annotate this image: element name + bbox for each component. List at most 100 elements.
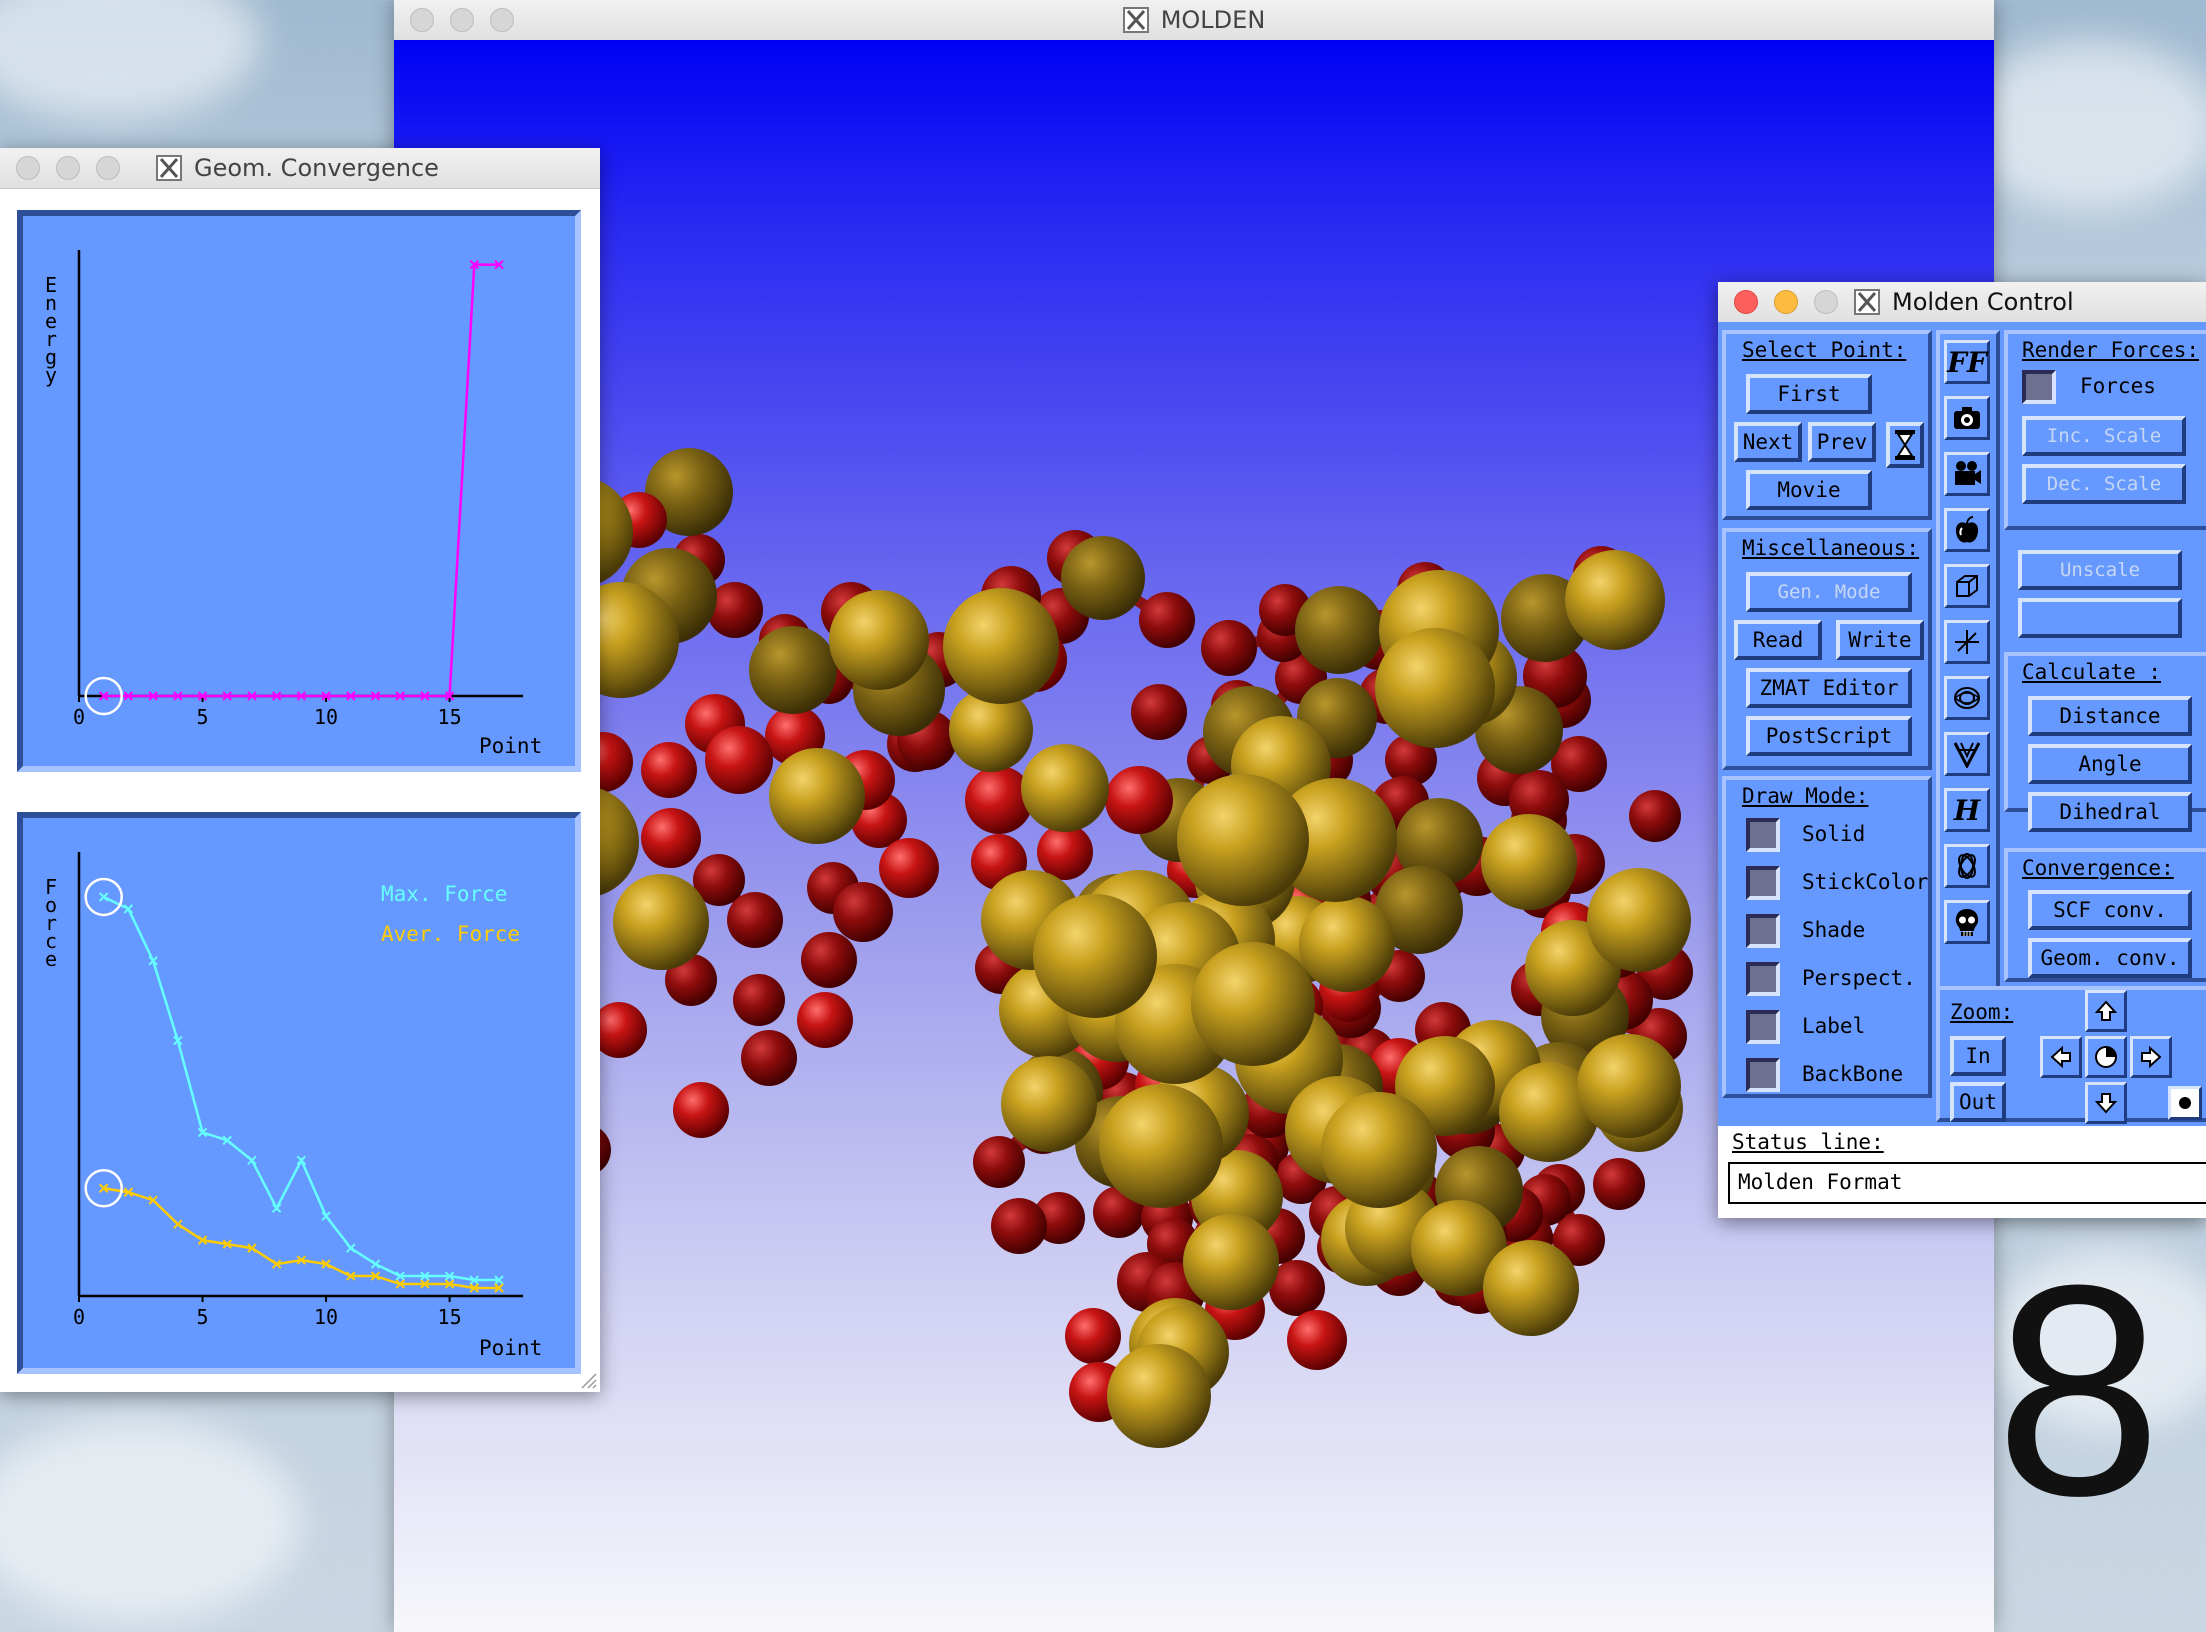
atom-sulfur (1183, 1214, 1279, 1310)
camera-icon[interactable] (1944, 396, 1990, 440)
movie-camera-icon[interactable] (1944, 452, 1990, 496)
box-icon[interactable] (1944, 564, 1990, 608)
atom-oxygen (1593, 1158, 1645, 1210)
current-point-marker (84, 676, 123, 716)
scf-conv-button[interactable]: SCF conv. (2028, 890, 2192, 930)
gen-mode-button[interactable]: Gen. Mode (1746, 572, 1912, 612)
vibration-icon[interactable] (1944, 732, 1990, 776)
data-point (247, 1155, 257, 1166)
molden-control-window[interactable]: Molden Control Select Point: First Next … (1718, 282, 2206, 1218)
current-point-marker (84, 877, 123, 917)
h-icon[interactable]: H (1944, 788, 1990, 832)
atom-sulfur (1483, 1240, 1579, 1336)
zoom-out-button[interactable]: Out (1950, 1082, 2006, 1122)
arrow-up-icon[interactable] (2085, 990, 2127, 1032)
series-line (103, 1187, 499, 1290)
hourglass-button[interactable] (1886, 422, 1924, 468)
inc-scale-button[interactable]: Inc. Scale (2022, 416, 2186, 456)
forces-checkbox[interactable] (2022, 370, 2056, 404)
arrow-left-icon[interactable] (2040, 1036, 2082, 1078)
x-tick-label: 10 (314, 1305, 338, 1329)
resize-grip-icon[interactable] (578, 1370, 598, 1390)
control-titlebar[interactable]: Molden Control (1718, 282, 2206, 323)
close-button[interactable] (16, 156, 40, 180)
solid-label: Solid (1802, 822, 1866, 846)
ylabel-letter: n (44, 291, 58, 315)
atom-sulfur (949, 688, 1033, 772)
blank-button[interactable] (2018, 598, 2182, 638)
select-point-title: Select Point: (1742, 338, 1907, 362)
x-tick-label: 15 (438, 1305, 462, 1329)
atom-oxygen (1139, 592, 1195, 648)
surface-icon[interactable] (1944, 676, 1990, 720)
zmat-editor-button[interactable]: ZMAT Editor (1746, 668, 1912, 708)
atom-oxygen (1553, 1214, 1605, 1266)
zoom-button[interactable] (490, 8, 514, 32)
arrow-right-icon[interactable] (2130, 1036, 2172, 1078)
atom-oxygen (591, 1002, 647, 1058)
zoom-button[interactable] (96, 156, 120, 180)
minimize-button[interactable] (1774, 290, 1798, 314)
data-point (370, 1259, 381, 1269)
atom-sulfur (1321, 1092, 1437, 1208)
solid-checkbox[interactable] (1746, 818, 1780, 852)
data-point (469, 259, 480, 270)
zoom-button[interactable] (1814, 290, 1838, 314)
apple-icon[interactable] (1944, 508, 1990, 552)
geom-conv-button[interactable]: Geom. conv. (2028, 938, 2192, 978)
data-point (321, 1259, 331, 1269)
backbone-checkbox[interactable] (1746, 1058, 1780, 1092)
distance-button[interactable]: Distance (2028, 696, 2192, 736)
status-line-field[interactable]: Molden Format (1728, 1162, 2206, 1204)
stickcolor-label: StickColor (1802, 870, 1929, 894)
shade-checkbox[interactable] (1746, 914, 1780, 948)
atom-sulfur (613, 874, 709, 970)
data-point (346, 691, 356, 701)
minimize-button[interactable] (56, 156, 80, 180)
postscript-button[interactable]: PostScript (1746, 716, 1912, 756)
perspect-checkbox[interactable] (1746, 962, 1780, 996)
rotate-center-icon[interactable] (2085, 1036, 2127, 1078)
axes-icon[interactable] (1944, 620, 1990, 664)
atom-sulfur (1577, 1034, 1681, 1138)
arrow-down-icon[interactable] (2085, 1082, 2127, 1124)
molecule-viewport[interactable] (394, 40, 1994, 1632)
first-button[interactable]: First (1746, 374, 1872, 414)
unscale-button[interactable]: Unscale (2018, 550, 2182, 590)
molden-titlebar[interactable]: MOLDEN (394, 0, 1994, 41)
dihedral-button[interactable]: Dihedral (2028, 792, 2192, 832)
atom-sulfur (943, 588, 1059, 704)
geom-title: Geom. Convergence (194, 154, 439, 182)
geom-titlebar[interactable]: Geom. Convergence (0, 148, 600, 189)
ff-icon[interactable]: FF (1944, 340, 1990, 384)
skull-icon[interactable] (1944, 900, 1990, 944)
prev-button[interactable]: Prev (1808, 422, 1876, 462)
close-button[interactable] (410, 8, 434, 32)
status-area: Status line: Molden Format (1718, 1126, 2206, 1218)
data-point (173, 691, 183, 701)
angle-button[interactable]: Angle (2028, 744, 2192, 784)
orbital-icon[interactable] (1944, 844, 1990, 888)
atom-sulfur (645, 448, 733, 536)
x11-icon (1854, 289, 1880, 315)
dec-scale-button[interactable]: Dec. Scale (2022, 464, 2186, 504)
label-checkbox[interactable] (1746, 1010, 1780, 1044)
next-button[interactable]: Next (1734, 422, 1802, 462)
close-button[interactable] (1734, 290, 1758, 314)
read-button[interactable]: Read (1734, 620, 1822, 660)
zoom-in-button[interactable]: In (1950, 1036, 2006, 1076)
atom-oxygen (1551, 736, 1607, 792)
data-point (296, 691, 307, 701)
atom-oxygen (991, 1198, 1047, 1254)
atom-oxygen (1385, 734, 1437, 786)
minimize-button[interactable] (450, 8, 474, 32)
record-dot-icon[interactable] (2168, 1086, 2202, 1120)
atom-sulfur (1587, 868, 1691, 972)
data-point (271, 1259, 282, 1269)
geom-convergence-window[interactable]: Geom. Convergence E n e r g y 0 5 10 15 Poi… (0, 148, 600, 1392)
series-line (103, 263, 499, 698)
write-button[interactable]: Write (1836, 620, 1924, 660)
movie-button[interactable]: Movie (1746, 470, 1872, 510)
stickcolor-checkbox[interactable] (1746, 866, 1780, 900)
data-point (173, 1219, 183, 1229)
